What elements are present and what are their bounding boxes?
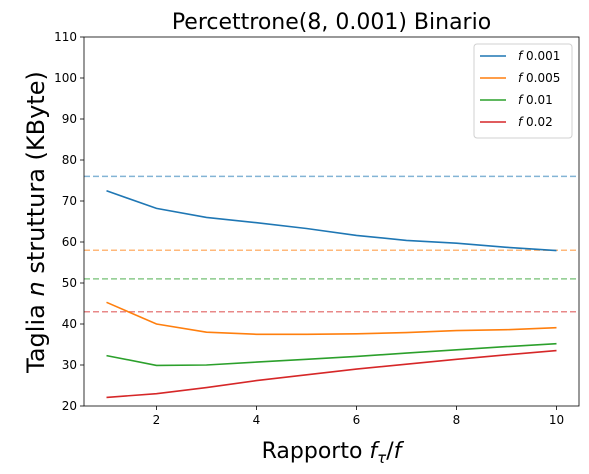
x-axis-label-f2: f xyxy=(394,439,405,464)
legend-label-3: f 0.02 xyxy=(518,115,553,129)
x-tick-label-1: 4 xyxy=(253,413,261,427)
y-tick-label-5: 70 xyxy=(62,194,77,208)
legend-label-symbol: f xyxy=(518,93,524,107)
x-axis-label-prefix: Rapporto xyxy=(262,439,370,464)
y-tick-label-1: 30 xyxy=(62,358,77,372)
y-axis-label: Taglia n struttura (KByte) xyxy=(22,71,50,374)
y-tick-label-2: 40 xyxy=(62,317,77,331)
x-axis-label: Rapporto fτ/f xyxy=(262,439,405,467)
axes-frame xyxy=(83,36,580,407)
x-axis-label-tau: τ xyxy=(377,449,387,467)
legend-label-value: 0.01 xyxy=(522,93,553,107)
x-tick-label-0: 2 xyxy=(153,413,161,427)
legend-label-symbol: f xyxy=(518,115,524,129)
y-tick-label-6: 80 xyxy=(62,153,77,167)
x-axis-label-slash: / xyxy=(386,439,394,464)
y-tick-label-8: 100 xyxy=(54,71,77,85)
y-axis-label-n: n xyxy=(22,281,50,296)
x-tick-label-2: 6 xyxy=(353,413,361,427)
plot-area xyxy=(84,175,579,399)
series-line-1 xyxy=(106,301,557,336)
legend-label-1: f 0.005 xyxy=(518,71,560,85)
legend-label-value: 0.005 xyxy=(522,71,560,85)
series-line-0 xyxy=(106,190,557,252)
legend-label-symbol: f xyxy=(518,71,524,85)
y-axis-label-suffix: struttura (KByte) xyxy=(22,71,50,281)
y-tick-label-3: 50 xyxy=(62,276,77,290)
x-tick-label-3: 8 xyxy=(453,413,461,427)
legend-label-value: 0.02 xyxy=(522,115,553,129)
y-axis-label-prefix: Taglia xyxy=(22,297,50,374)
y-tick-label-4: 60 xyxy=(62,235,77,249)
chart-title: Percettrone(8, 0.001) Binario xyxy=(172,10,491,35)
y-tick-label-0: 20 xyxy=(62,399,77,413)
legend-box xyxy=(473,43,573,139)
series-line-3 xyxy=(106,349,557,399)
series-line-2 xyxy=(106,342,557,367)
y-tick-label-9: 110 xyxy=(54,30,77,44)
x-tick-label-4: 10 xyxy=(549,413,564,427)
legend-label-0: f 0.001 xyxy=(518,49,560,63)
legend-label-symbol: f xyxy=(518,49,524,63)
x-axis-label-f: f xyxy=(369,439,380,464)
y-tick-label-7: 90 xyxy=(62,112,77,126)
legend-label-value: 0.001 xyxy=(522,49,560,63)
legend-label-2: f 0.01 xyxy=(518,93,553,107)
axes: 2 4 6 8 10 20 30 40 50 60 70 80 90 100 110 xyxy=(54,30,580,427)
